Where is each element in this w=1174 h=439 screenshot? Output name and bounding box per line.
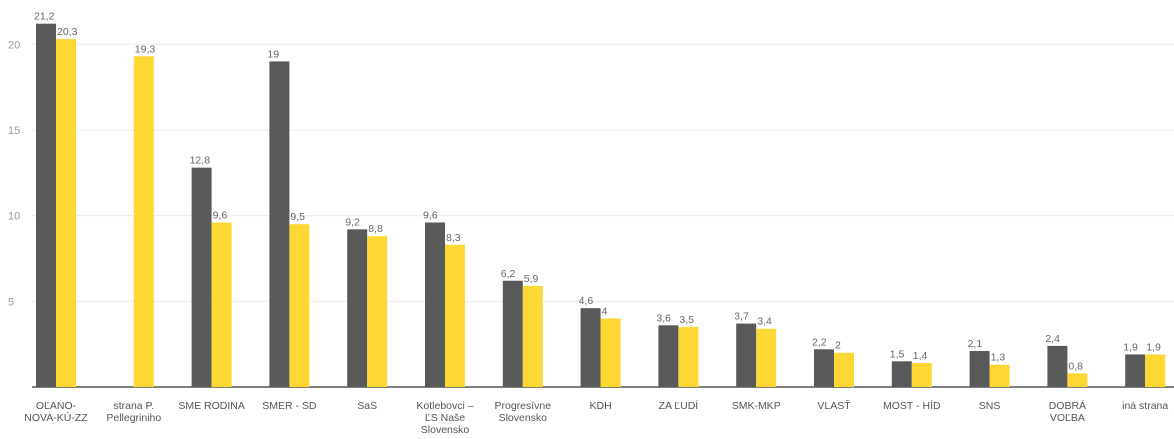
data-label: 3,4 bbox=[757, 316, 772, 328]
bar-dark bbox=[580, 308, 601, 387]
data-label: 2 bbox=[835, 340, 841, 352]
bar-yellow bbox=[1067, 373, 1088, 387]
bar-yellow bbox=[989, 364, 1010, 387]
data-label: 12,8 bbox=[190, 155, 211, 167]
category-label: strana P. bbox=[113, 400, 154, 412]
data-label: 19,3 bbox=[135, 43, 156, 55]
data-label: 9,6 bbox=[423, 209, 438, 221]
bar-yellow bbox=[445, 244, 465, 387]
bar-dark bbox=[1047, 345, 1068, 387]
bar-yellow bbox=[1145, 354, 1166, 387]
category-label: Slovensko bbox=[499, 412, 548, 424]
category-label: Slovensko bbox=[421, 424, 470, 434]
bar-dark bbox=[891, 361, 912, 387]
bar-dark bbox=[191, 167, 212, 387]
bar-dark bbox=[969, 351, 990, 387]
category-label: SMK-MKP bbox=[732, 400, 781, 412]
category-label: ZA ĽUDÍ bbox=[659, 399, 699, 412]
category-label: OĽANO- bbox=[36, 400, 77, 412]
bar-yellow bbox=[133, 56, 154, 387]
bar-dark bbox=[1125, 354, 1146, 387]
bar-yellow bbox=[522, 285, 543, 387]
data-label: 2,1 bbox=[968, 338, 983, 350]
category-label: ĽS Naše bbox=[425, 412, 465, 424]
data-label: 1,5 bbox=[890, 348, 905, 360]
bar-yellow bbox=[834, 352, 854, 387]
bar-yellow bbox=[756, 328, 777, 387]
bar-yellow bbox=[911, 363, 932, 387]
category-label: iná strana bbox=[1122, 400, 1168, 412]
data-label: 1,3 bbox=[991, 352, 1006, 364]
data-label: 1,4 bbox=[913, 350, 928, 362]
category-label: NOVA-KÚ-ZZ bbox=[24, 411, 88, 424]
category-label: SME RODINA bbox=[178, 400, 245, 412]
data-label: 21,2 bbox=[34, 11, 55, 23]
data-label: 3,6 bbox=[656, 312, 671, 324]
category-label: VOĽBA bbox=[1050, 412, 1085, 424]
bar-yellow bbox=[367, 236, 388, 387]
data-label: 9,6 bbox=[213, 209, 228, 221]
bar-dark bbox=[36, 23, 56, 387]
data-label: 1,9 bbox=[1146, 341, 1161, 353]
category-label: SNS bbox=[979, 400, 1001, 412]
bar-dark bbox=[347, 229, 368, 387]
category-label: Progresívne bbox=[494, 400, 551, 412]
data-label: 4 bbox=[602, 305, 608, 317]
data-label: 20,3 bbox=[57, 26, 78, 38]
bar-yellow bbox=[56, 39, 76, 388]
y-tick-label: 20 bbox=[8, 39, 20, 51]
data-label: 9,2 bbox=[345, 216, 360, 228]
category-label: KDH bbox=[590, 400, 612, 412]
bar-yellow bbox=[678, 327, 699, 387]
category-label: VLASŤ bbox=[817, 399, 851, 412]
category-label: SaS bbox=[357, 400, 377, 412]
bar-dark bbox=[658, 325, 679, 387]
category-label: Kotlebovci – bbox=[416, 400, 473, 412]
data-label: 4,6 bbox=[579, 295, 594, 307]
category-label: MOST - HÍD bbox=[883, 399, 941, 412]
y-tick-label: 5 bbox=[8, 296, 14, 308]
y-tick-label: 10 bbox=[8, 211, 20, 223]
category-label: DOBRÁ bbox=[1049, 399, 1086, 412]
y-tick-label: 15 bbox=[8, 125, 20, 137]
category-label: SMER - SD bbox=[262, 400, 317, 412]
data-label: 3,7 bbox=[734, 311, 749, 323]
data-label: 3,5 bbox=[679, 314, 694, 326]
bar-dark bbox=[269, 61, 290, 388]
data-label: 6,2 bbox=[501, 268, 516, 280]
bar-dark bbox=[502, 280, 523, 387]
data-label: 5,9 bbox=[524, 273, 539, 285]
data-label: 1,9 bbox=[1123, 341, 1138, 353]
bar-yellow bbox=[600, 318, 621, 387]
category-label: Pellegriniho bbox=[106, 412, 161, 424]
bar-dark bbox=[425, 222, 445, 387]
data-label: 8,3 bbox=[446, 232, 461, 244]
data-label: 0,8 bbox=[1068, 360, 1083, 372]
data-label: 2,4 bbox=[1045, 333, 1060, 345]
data-label: 2,2 bbox=[812, 336, 827, 348]
bar-yellow bbox=[211, 222, 232, 387]
data-label: 9,5 bbox=[290, 211, 305, 223]
bar-yellow bbox=[289, 224, 310, 387]
bar-dark bbox=[814, 349, 834, 387]
data-label: 8,8 bbox=[368, 223, 383, 235]
data-label: 19 bbox=[267, 48, 279, 60]
bar-dark bbox=[736, 323, 757, 387]
